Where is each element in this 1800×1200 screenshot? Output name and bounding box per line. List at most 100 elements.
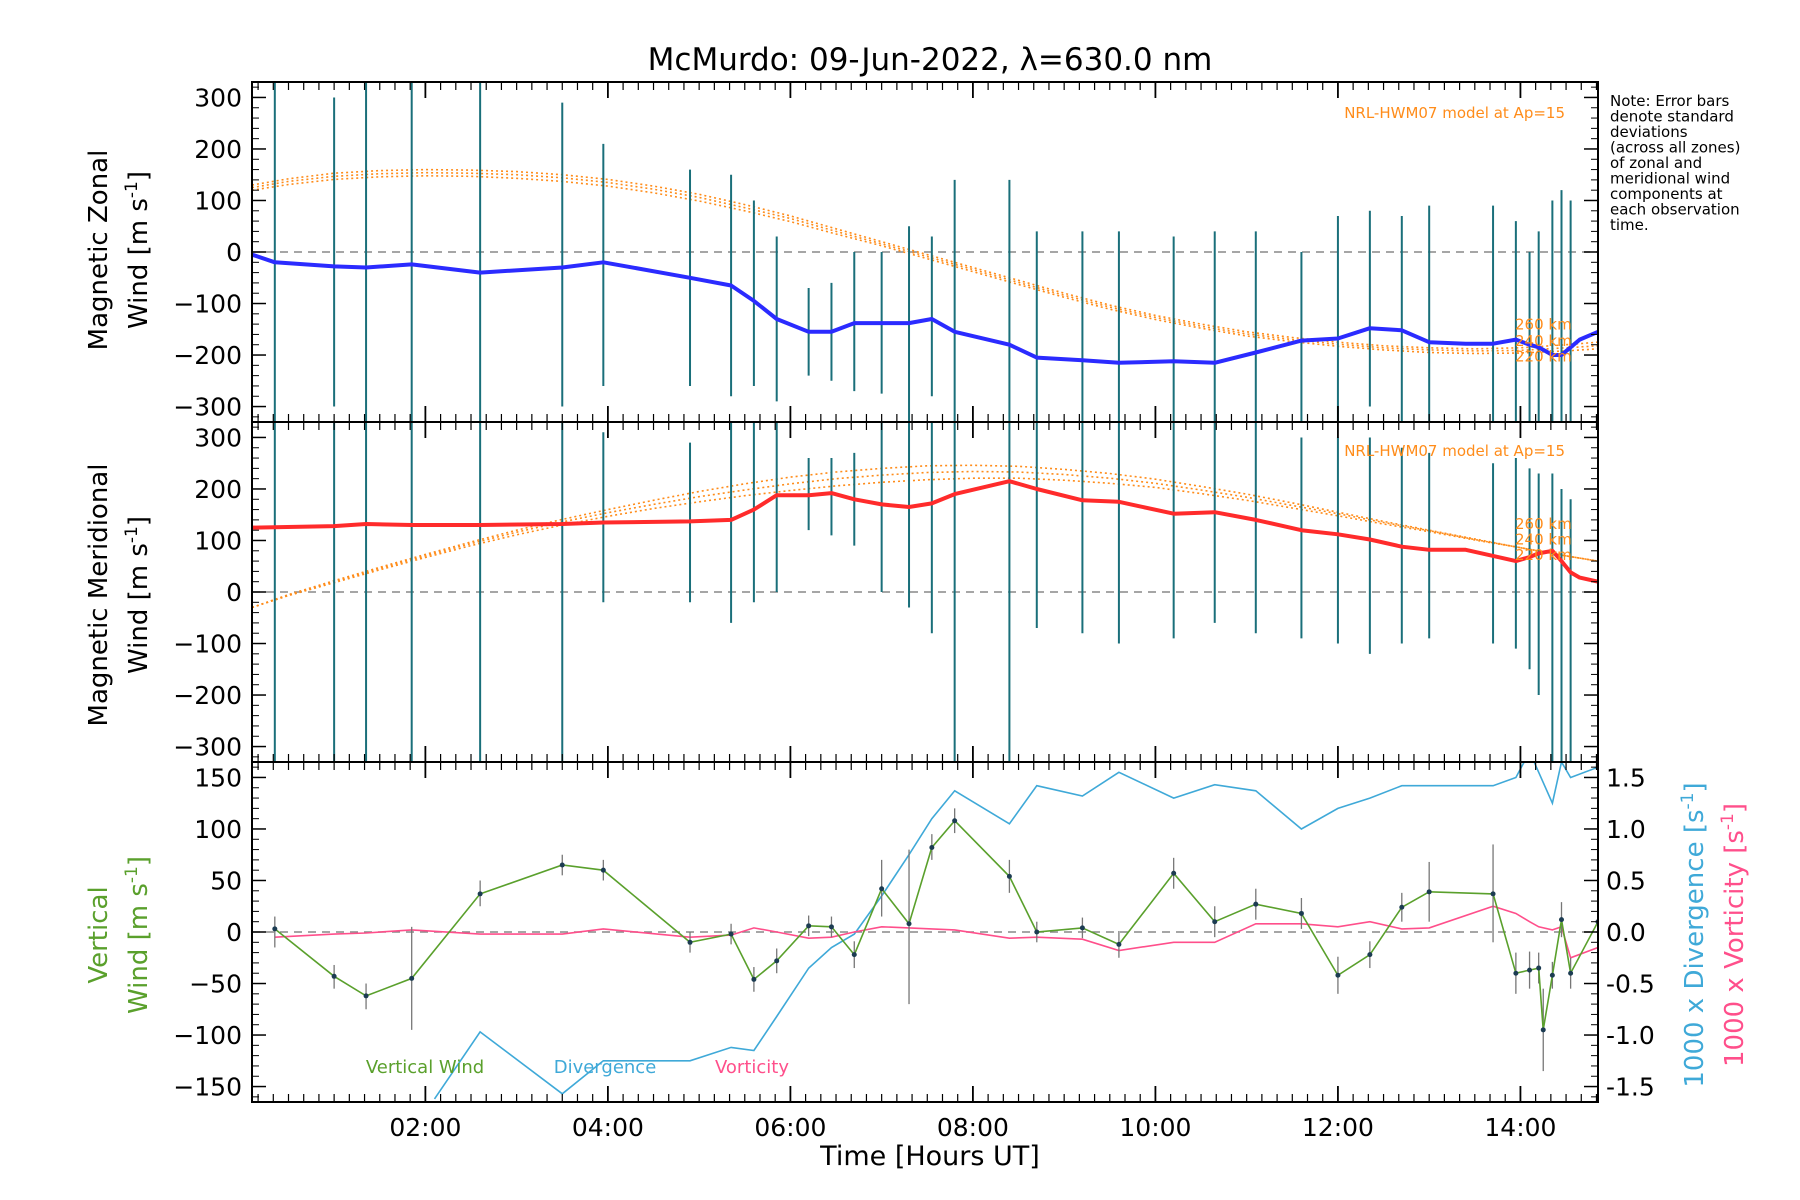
zonal-y-tick-label: −100: [173, 290, 242, 319]
note-line: deviations: [1610, 123, 1688, 141]
note-line: of zonal and: [1610, 154, 1702, 172]
divergence-ylabel-sup: -1: [1678, 793, 1698, 810]
vertical-wind-point: [331, 973, 337, 979]
y2-tick-label: 1.5: [1606, 763, 1646, 792]
vertical-wind-point: [879, 886, 885, 892]
vertical-wind-point: [1399, 904, 1405, 910]
vertical-wind-point: [774, 958, 780, 964]
y2-tick-label: -1.5: [1606, 1073, 1655, 1102]
vertical-wind-point: [477, 891, 483, 897]
vertical-wind-point: [828, 924, 834, 930]
x-tick-label: 04:00: [572, 1113, 644, 1142]
x-tick-label: 08:00: [937, 1113, 1009, 1142]
zonal-plot-area: [252, 82, 1598, 422]
meridional-y-tick-label: 300: [194, 423, 242, 452]
vorticity-ylabel-sup: -1: [1718, 813, 1738, 830]
vertical-wind-point: [559, 862, 565, 868]
x-tick-label: 14:00: [1484, 1113, 1556, 1142]
zonal-ylabel-line2: Wind [m s-1]: [122, 171, 154, 329]
vorticity-ylabel-end: ]: [1720, 803, 1750, 813]
note-line: components at: [1610, 185, 1723, 203]
vertical-y-tick-label: 150: [194, 763, 242, 792]
meridional-model-curve: [252, 464, 1598, 609]
vertical-wind-point: [751, 976, 757, 982]
zonal-y-tick-label: 300: [194, 83, 242, 112]
vertical-wind-point: [1513, 970, 1519, 976]
meridional-y-tick-label: −200: [173, 681, 242, 710]
zonal-model-alt-label: 220 km: [1515, 348, 1572, 366]
vertical-wind-point: [1558, 917, 1564, 923]
note-line: Note: Error bars: [1610, 92, 1730, 110]
zonal-ylabel-line1: Magnetic Zonal: [84, 150, 114, 351]
legend-item-divergence: Divergence: [554, 1057, 657, 1078]
zonal-ylabel-end: ]: [124, 171, 154, 181]
y2-tick-label: 0.5: [1606, 866, 1646, 895]
vertical-wind-line: [274, 819, 1598, 1031]
vertical-wind-point: [1116, 941, 1122, 947]
vertical-wind-point: [728, 931, 734, 937]
vertical-wind-point: [600, 867, 606, 873]
vertical-wind-point: [1171, 870, 1177, 876]
vertical-wind-point: [409, 975, 415, 981]
zonal-model-alt-label: 260 km: [1515, 315, 1572, 333]
vertical-y-tick-label: −150: [173, 1073, 242, 1102]
vertical-wind-point: [272, 926, 278, 932]
vertical-wind-panel: Vertical Wind Divergence Vorticity -1.5 -1.0…: [173, 761, 1655, 1142]
zonal-y-tick-label: −200: [173, 341, 242, 370]
vertical-wind-point: [1212, 919, 1218, 925]
zonal-wind-line: [252, 252, 1598, 365]
zonal-model-curve: [252, 174, 1598, 355]
vertical-wind-point: [1253, 901, 1259, 907]
meridional-model-label: NRL-HWM07 model at Ap=15: [1344, 442, 1565, 460]
meridional-y-tick-label: −100: [173, 630, 242, 659]
zonal-model-curve: [252, 168, 1598, 350]
vertical-wind-point: [1568, 970, 1574, 976]
meridional-y-tick-label: 100: [194, 526, 242, 555]
vertical-wind-point: [1549, 972, 1555, 978]
vertical-ylabel-end: ]: [124, 856, 154, 866]
note-line: meridional wind: [1610, 170, 1730, 188]
meridional-model-alt-label: 240 km: [1515, 531, 1572, 549]
vertical-wind-point: [1527, 967, 1533, 973]
vertical-wind-point: [906, 921, 912, 927]
zonal-y-tick-label: −300: [173, 393, 242, 422]
meridional-y-tick-label: 0: [226, 578, 242, 607]
meridional-model-curve: [252, 477, 1598, 609]
x-tick-label: 02:00: [389, 1113, 461, 1142]
vertical-ylabel-line1: Vertical: [84, 886, 114, 983]
vertical-wind-point: [687, 939, 693, 945]
y2-tick-label: 0.0: [1606, 918, 1646, 947]
vertical-y-tick-label: 100: [194, 815, 242, 844]
vertical-wind-point: [1490, 891, 1496, 897]
meridional-y-tick-label: 200: [194, 475, 242, 504]
vertical-wind-point: [1034, 929, 1040, 935]
vertical-wind-point: [1079, 925, 1085, 931]
meridional-ylabel-end: ]: [124, 516, 154, 526]
vorticity-line: [274, 905, 1598, 959]
x-tick-label: 12:00: [1302, 1113, 1374, 1142]
x-tick-label: 06:00: [754, 1113, 826, 1142]
vertical-y-tick-label: 0: [226, 918, 242, 947]
meridional-ylabel-line1: Magnetic Meridional: [84, 464, 114, 727]
zonal-y-tick-label: 0: [226, 238, 242, 267]
divergence-ylabel-end: ]: [1680, 782, 1710, 792]
vertical-wind-point: [363, 993, 369, 999]
vertical-wind-point: [1426, 889, 1432, 895]
vertical-wind-point: [1006, 873, 1012, 879]
zonal-y-tick-label: 100: [194, 186, 242, 215]
legend-item-vertical-wind: Vertical Wind: [366, 1057, 484, 1078]
vertical-wind-point: [1367, 952, 1373, 958]
y2-tick-label: 1.0: [1606, 815, 1646, 844]
zonal-model-alt-label: 240 km: [1515, 332, 1572, 350]
chart-title: McMurdo: 09-Jun-2022, λ=630.0 nm: [648, 42, 1213, 78]
vertical-ylabel-line2: Wind [m s-1]: [122, 856, 154, 1014]
x-tick-label: 10:00: [1119, 1113, 1191, 1142]
meridional-ylabel-line2: Wind [m s-1]: [122, 516, 154, 674]
vertical-wind-point: [806, 923, 812, 929]
x-axis-label: Time [Hours UT]: [819, 1141, 1040, 1172]
note-line: (across all zones): [1610, 139, 1740, 157]
vertical-y-tick-label: −100: [173, 1021, 242, 1050]
